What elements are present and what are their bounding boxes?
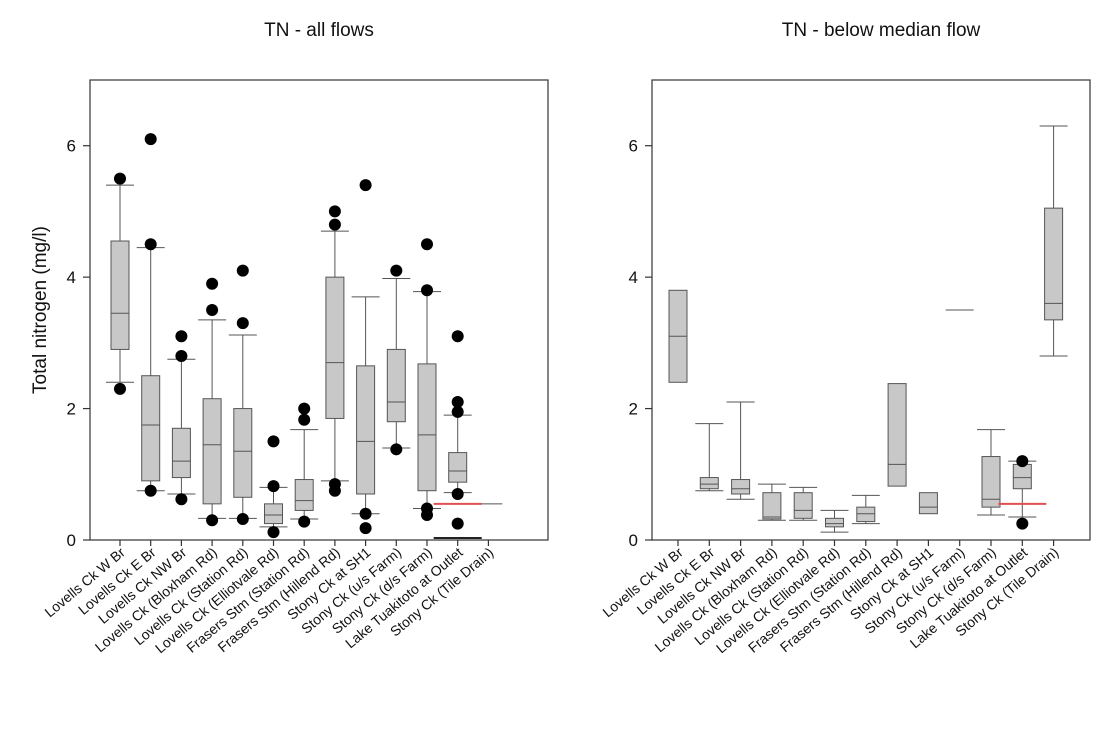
- box-iqr: [981, 456, 1001, 508]
- outlier-point: [144, 484, 157, 497]
- outlier-point: [206, 514, 219, 527]
- plot-frame: [651, 79, 1091, 541]
- box-iqr: [294, 479, 314, 511]
- outlier-point: [298, 413, 311, 426]
- y-tick-label: 6: [629, 137, 638, 156]
- outlier-point: [298, 515, 311, 528]
- outlier-point: [328, 205, 341, 218]
- box-iqr: [731, 479, 751, 495]
- box-iqr: [386, 348, 406, 423]
- box-iqr: [856, 506, 876, 523]
- outlier-point: [451, 396, 464, 408]
- outlier-point: [1016, 455, 1029, 468]
- y-tick-label: 6: [67, 137, 76, 156]
- box-iqr: [887, 383, 907, 487]
- outlier-point: [144, 238, 157, 251]
- outlier-point: [236, 264, 249, 277]
- box-iqr: [417, 363, 437, 492]
- plot-frame: [89, 79, 549, 541]
- y-tick-label: 4: [67, 268, 76, 287]
- outlier-point: [175, 493, 188, 506]
- outlier-point: [114, 172, 126, 185]
- box-iqr: [325, 276, 345, 419]
- box-iqr: [110, 240, 130, 350]
- outlier-point: [236, 512, 249, 525]
- chart-title: TN - all flows: [264, 20, 374, 41]
- outlier-point: [451, 330, 464, 343]
- outlier-point: [390, 443, 403, 456]
- chart-title: TN - below median flow: [782, 20, 981, 41]
- outlier-point: [451, 405, 464, 418]
- box-iqr: [233, 408, 253, 498]
- outlier-point: [1016, 517, 1029, 530]
- outlier-point: [421, 284, 433, 297]
- box-iqr: [1012, 463, 1032, 490]
- outlier-point: [175, 350, 188, 362]
- outlier-point: [206, 304, 219, 316]
- outlier-point: [236, 317, 249, 330]
- outlier-point: [359, 179, 372, 192]
- outlier-point: [328, 218, 341, 231]
- outlier-point: [114, 382, 126, 395]
- outlier-point: [451, 517, 464, 530]
- y-tick-label: 4: [629, 268, 638, 287]
- box-iqr: [699, 477, 719, 490]
- box-iqr: [141, 375, 161, 482]
- outlier-point: [359, 522, 372, 535]
- outlier-point: [421, 238, 433, 251]
- y-tick-label: 0: [67, 531, 76, 550]
- outlier-point: [390, 264, 403, 277]
- box-iqr: [171, 427, 191, 479]
- box-iqr: [1044, 207, 1064, 321]
- box-iqr: [448, 452, 468, 483]
- outlier-point: [144, 133, 157, 146]
- outlier-point: [451, 488, 464, 500]
- outlier-point: [421, 502, 433, 515]
- outlier-point: [359, 507, 372, 520]
- outlier-point: [267, 435, 280, 448]
- y-tick-label: 2: [67, 400, 76, 419]
- outlier-point: [206, 277, 219, 290]
- y-axis-label: Total nitrogen (mg/l): [30, 226, 51, 394]
- box-iqr: [356, 365, 376, 495]
- outlier-point: [267, 480, 280, 493]
- box-iqr: [918, 492, 938, 515]
- y-tick-label: 2: [629, 400, 638, 419]
- y-tick-label: 0: [629, 531, 638, 550]
- box-iqr: [202, 398, 222, 505]
- outlier-point: [175, 330, 188, 343]
- box-iqr: [762, 492, 782, 520]
- box-iqr: [264, 503, 283, 525]
- box-iqr: [825, 517, 844, 528]
- box-iqr: [793, 492, 813, 519]
- outlier-point: [267, 526, 280, 539]
- outlier-point: [328, 478, 341, 491]
- outlier-point: [298, 402, 311, 415]
